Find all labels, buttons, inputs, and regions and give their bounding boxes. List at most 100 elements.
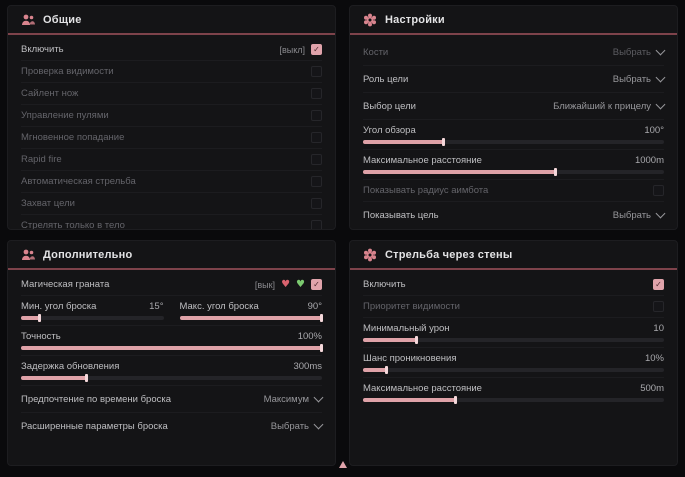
panel-title: Стрельба через стены xyxy=(385,248,513,261)
chevron-down-icon xyxy=(655,72,666,83)
toggle-row-target-lock[interactable]: Захват цели xyxy=(21,193,322,215)
toggle-label: Включить xyxy=(21,44,64,55)
slider-label: Задержка обновления xyxy=(21,361,120,372)
checkbox[interactable] xyxy=(311,220,322,229)
keybind-state-text: [выкл] xyxy=(279,44,305,55)
header-divider xyxy=(8,268,335,270)
select-value: Выбрать xyxy=(612,46,651,58)
slider-row-min-damage: Минимальный урон 10 xyxy=(363,318,664,348)
toggle-row-silent-knife[interactable]: Сайлент нож xyxy=(21,83,322,105)
update-delay-slider[interactable] xyxy=(21,374,322,382)
slider-label: Максимальное расстояние xyxy=(363,383,482,394)
select-row-target-role[interactable]: Роль цели Выбрать xyxy=(363,66,666,93)
slider-row-accuracy: Точность 100% xyxy=(21,326,323,356)
toggle-label: Автоматическая стрельба xyxy=(21,176,136,187)
toggle-label: Стрелять только в тело xyxy=(21,220,125,230)
checkbox[interactable] xyxy=(311,132,322,143)
slider-row-max-distance: Максимальное расстояние 1000m xyxy=(363,150,664,180)
toggle-row-walls-enable[interactable]: Включить ✓ xyxy=(363,274,664,296)
panel-title: Общие xyxy=(43,13,82,26)
throw-angle-pair: Мин. угол броска 15° Макс. угол броска 9… xyxy=(21,296,323,326)
toggle-label: Управление пулями xyxy=(21,110,109,121)
slider-label: Точность xyxy=(21,331,61,342)
slider-value: 500m xyxy=(640,383,664,394)
slider-row-penetration: Шанс проникновения 10% xyxy=(363,348,664,378)
select-row-show-target[interactable]: Показывать цель Выбрать xyxy=(363,202,666,228)
checkbox[interactable] xyxy=(311,176,322,187)
fov-slider[interactable] xyxy=(363,138,664,146)
slider-label: Максимальное расстояние xyxy=(363,155,482,166)
select-label: Роль цели xyxy=(363,73,409,85)
select-label: Выбор цели xyxy=(363,100,416,112)
penetration-slider[interactable] xyxy=(363,366,664,374)
checkbox[interactable] xyxy=(311,154,322,165)
checkbox[interactable]: ✓ xyxy=(311,279,322,290)
checkbox[interactable] xyxy=(311,110,322,121)
slider-value: 10% xyxy=(644,353,664,364)
panel-settings: Настройки Кости Выбрать Роль цели Выбрат… xyxy=(349,5,678,230)
slider-row-walls-max-distance: Максимальное расстояние 500m xyxy=(363,378,664,407)
select-row-throw-time[interactable]: Предпочтение по времени броска Максимум xyxy=(21,386,324,413)
panel-title: Настройки xyxy=(385,13,445,26)
max-angle-slider[interactable] xyxy=(179,314,323,322)
slider-label: Мин. угол броска xyxy=(21,301,97,312)
min-angle-slider[interactable] xyxy=(21,314,164,322)
checkbox[interactable] xyxy=(653,185,664,196)
toggle-label: Показывать радиус аимбота xyxy=(363,185,489,196)
slider-value: 15° xyxy=(149,301,164,312)
heart-crossed-icon[interactable]: ♥ xyxy=(281,278,291,290)
toggle-row-show-radius[interactable]: Показывать радиус аимбота xyxy=(363,180,664,202)
panel-settings-header: Настройки xyxy=(350,6,677,33)
toggle-row-rapid-fire[interactable]: Rapid fire xyxy=(21,149,322,171)
select-value: Ближайший к прицелу xyxy=(553,100,651,112)
toggle-row-instant-hit[interactable]: Мгновенное попадание xyxy=(21,127,322,149)
toggle-row-magic-grenade[interactable]: Магическая граната [вык] ♥ ♥ ✓ xyxy=(21,274,322,296)
people-icon xyxy=(21,248,35,262)
panel-general: Общие Включить [выкл] ✓ Проверка видимос… xyxy=(7,5,336,230)
check-icon: ✓ xyxy=(313,280,320,289)
toggle-label: Магическая граната xyxy=(21,279,110,290)
gear-icon xyxy=(363,13,377,27)
select-row-bones[interactable]: Кости Выбрать xyxy=(363,39,666,66)
slider-value: 10 xyxy=(653,323,664,334)
toggle-row-body-only[interactable]: Стрелять только в тело xyxy=(21,215,322,230)
walls-max-distance-slider[interactable] xyxy=(363,396,664,404)
header-divider xyxy=(8,33,335,35)
checkbox[interactable] xyxy=(311,66,322,77)
min-damage-slider[interactable] xyxy=(363,336,664,344)
panel-title: Дополнительно xyxy=(43,248,133,261)
checkbox[interactable]: ✓ xyxy=(653,279,664,290)
chevron-down-icon xyxy=(655,45,666,56)
checkbox[interactable] xyxy=(653,301,664,312)
select-label: Расширенные параметры броска xyxy=(21,420,168,432)
toggle-label: Захват цели xyxy=(21,198,75,209)
checkbox[interactable]: ✓ xyxy=(311,44,322,55)
select-row-target-select[interactable]: Выбор цели Ближайший к прицелу xyxy=(363,93,666,120)
check-icon: ✓ xyxy=(655,280,662,289)
slider-label: Шанс проникновения xyxy=(363,353,457,364)
select-row-advanced-throw[interactable]: Расширенные параметры броска Выбрать xyxy=(21,413,324,439)
slider-label: Минимальный урон xyxy=(363,323,450,334)
toggle-row-enable[interactable]: Включить [выкл] ✓ xyxy=(21,39,322,61)
toggle-label: Приоритет видимости xyxy=(363,301,460,312)
toggle-row-auto-fire[interactable]: Автоматическая стрельба xyxy=(21,171,322,193)
toggle-row-visibility-priority[interactable]: Приоритет видимости xyxy=(363,296,664,318)
checkbox[interactable] xyxy=(311,198,322,209)
toggle-row-visibility-check[interactable]: Проверка видимости xyxy=(21,61,322,83)
check-icon: ✓ xyxy=(313,45,320,54)
panel-wallbang-header: Стрельба через стены xyxy=(350,241,677,268)
slider-row-update-delay: Задержка обновления 300ms xyxy=(21,356,322,386)
slider-label: Макс. угол броска xyxy=(179,301,259,312)
panel-additional: Дополнительно Магическая граната [вык] ♥… xyxy=(7,240,336,466)
select-label: Кости xyxy=(363,46,389,58)
select-value: Выбрать xyxy=(612,209,651,221)
max-distance-slider[interactable] xyxy=(363,168,664,176)
accuracy-slider[interactable] xyxy=(21,344,323,352)
checkbox[interactable] xyxy=(311,88,322,99)
panel-general-header: Общие xyxy=(8,6,335,33)
cursor-marker xyxy=(339,461,347,468)
toggle-row-bullet-control[interactable]: Управление пулями xyxy=(21,105,322,127)
slider-value: 100% xyxy=(297,331,322,342)
heart-check-icon[interactable]: ♥ xyxy=(296,278,305,290)
